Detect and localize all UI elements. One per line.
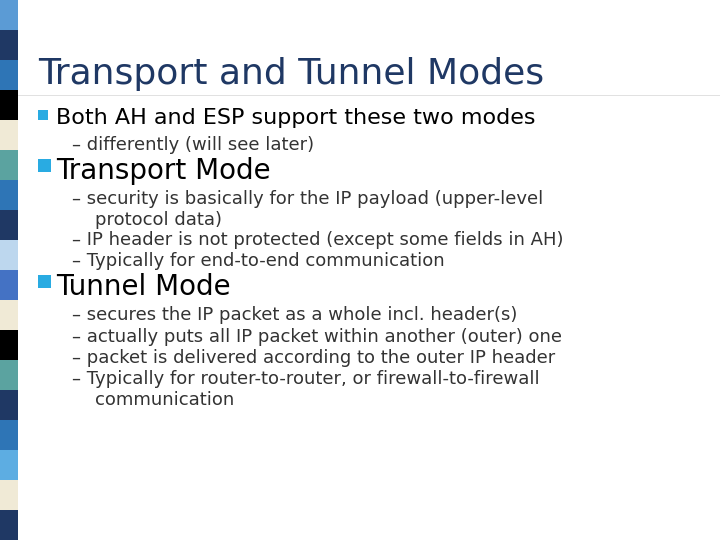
Bar [0,180,18,210]
Bar [0,120,18,150]
Bar [0,450,18,480]
Text: – actually puts all IP packet within another (outer) one: – actually puts all IP packet within ano… [72,327,562,346]
Bar [0,420,18,450]
Bar [0,90,18,120]
Bar [0,0,18,30]
Bar [0,60,18,90]
Bar [0,330,18,360]
Bar [0,480,18,510]
Bar [0,300,18,330]
Text: – differently (will see later): – differently (will see later) [72,136,314,153]
Text: – Typically for end-to-end communication: – Typically for end-to-end communication [72,252,445,270]
Text: Both AH and ESP support these two modes: Both AH and ESP support these two modes [56,108,536,128]
Bar [38,159,51,172]
Bar [0,360,18,390]
Bar [38,110,48,120]
Text: – security is basically for the IP payload (upper-level
    protocol data): – security is basically for the IP paylo… [72,190,544,228]
Bar [38,275,51,288]
Bar [0,390,18,420]
Text: Tunnel Mode: Tunnel Mode [56,273,230,301]
Text: Transport Mode: Transport Mode [56,157,271,185]
Text: – secures the IP packet as a whole incl. header(s): – secures the IP packet as a whole incl.… [72,306,518,325]
Text: – Typically for router-to-router, or firewall-to-firewall
    communication: – Typically for router-to-router, or fir… [72,370,539,409]
Bar [0,240,18,270]
Bar [0,210,18,240]
Text: Transport and Tunnel Modes: Transport and Tunnel Modes [38,57,544,91]
Text: – packet is delivered according to the outer IP header: – packet is delivered according to the o… [72,349,555,367]
Bar [0,510,18,540]
Bar [0,270,18,300]
Bar [0,30,18,60]
Bar [0,150,18,180]
Text: – IP header is not protected (except some fields in AH): – IP header is not protected (except som… [72,231,564,249]
